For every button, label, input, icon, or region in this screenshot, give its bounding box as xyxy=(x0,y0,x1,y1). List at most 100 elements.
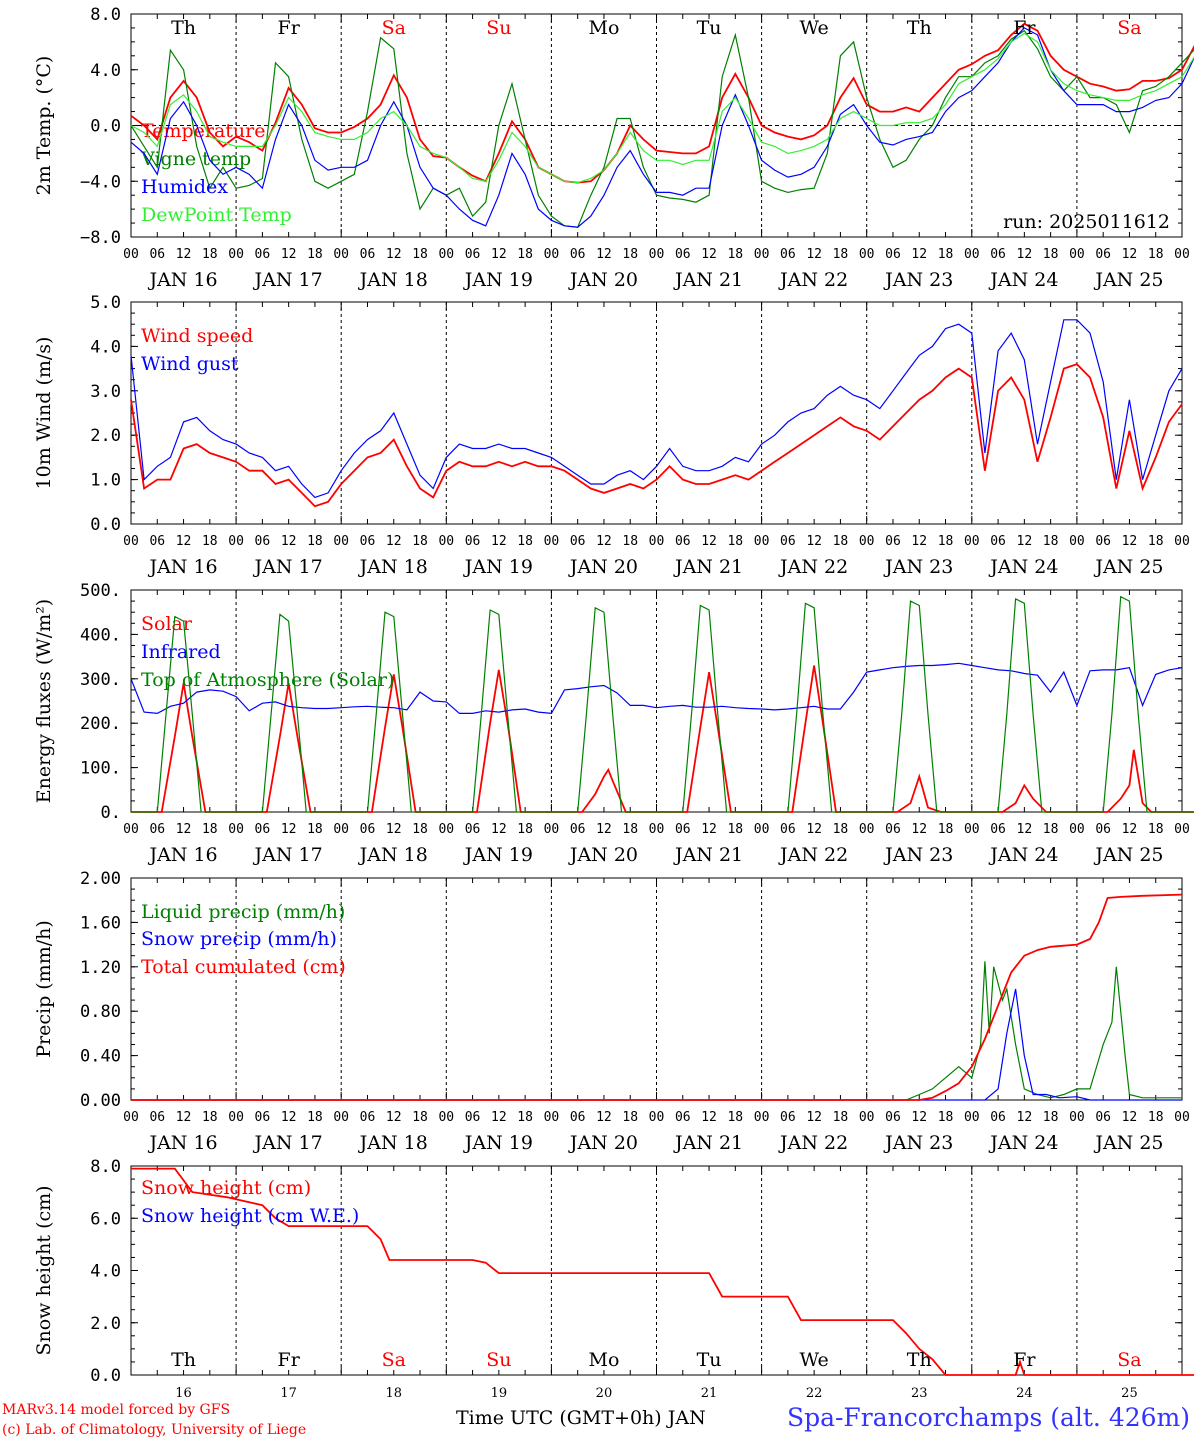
hour-tick-label: 18 xyxy=(727,1110,743,1125)
day-number-label: 22 xyxy=(806,1386,823,1401)
hour-tick-label: 06 xyxy=(780,822,796,837)
hour-tick-label: 12 xyxy=(1017,1110,1033,1125)
legend-entry: Liquid precip (mm/h) xyxy=(141,901,345,923)
date-label: JAN 20 xyxy=(568,844,638,866)
hour-tick-label: 12 xyxy=(1017,247,1033,262)
hour-tick-label: 18 xyxy=(1148,1110,1164,1125)
hour-tick-label: 06 xyxy=(885,534,901,549)
date-label: JAN 25 xyxy=(1093,844,1163,866)
hour-tick-label: 18 xyxy=(307,534,323,549)
weekday-label: Sa xyxy=(1117,1349,1141,1371)
hour-tick-label: 06 xyxy=(1095,247,1111,262)
hour-tick-label: 12 xyxy=(1122,247,1138,262)
hour-tick-label: 18 xyxy=(517,1110,533,1125)
hour-tick-label: 18 xyxy=(307,247,323,262)
hour-tick-label: 18 xyxy=(1043,247,1059,262)
legend-entry: Snow precip (mm/h) xyxy=(141,928,337,950)
date-label: JAN 24 xyxy=(988,556,1058,578)
hour-tick-label: 00 xyxy=(333,1110,349,1125)
hour-tick-label: 06 xyxy=(990,822,1006,837)
weekday-label: Tu xyxy=(697,1349,722,1371)
hour-tick-label: 12 xyxy=(176,822,192,837)
y-tick-label: 1.60 xyxy=(80,913,121,933)
date-label: JAN 18 xyxy=(358,1132,428,1154)
y-tick-label: 0.0 xyxy=(90,117,121,137)
y-axis-label: Energy fluxes (W/m²) xyxy=(33,599,55,803)
date-label: JAN 21 xyxy=(673,556,743,578)
hour-tick-label: 12 xyxy=(176,534,192,549)
hour-tick-label: 06 xyxy=(465,1110,481,1125)
hour-tick-label: 00 xyxy=(649,247,665,262)
hour-tick-label: 00 xyxy=(544,247,560,262)
hour-tick-label: 18 xyxy=(833,822,849,837)
date-label: JAN 17 xyxy=(253,269,323,291)
hour-tick-label: 06 xyxy=(675,247,691,262)
x-axis-title: Time UTC (GMT+0h) JAN xyxy=(456,1407,706,1429)
date-label: JAN 22 xyxy=(778,1132,848,1154)
date-label: JAN 22 xyxy=(778,556,848,578)
hour-tick-label: 12 xyxy=(596,822,612,837)
hour-tick-label: 18 xyxy=(938,534,954,549)
hour-tick-label: 18 xyxy=(727,534,743,549)
date-label: JAN 19 xyxy=(463,269,533,291)
hour-tick-label: 12 xyxy=(281,1110,297,1125)
y-tick-label: 5.0 xyxy=(90,293,121,313)
hour-tick-label: 12 xyxy=(281,247,297,262)
hour-tick-label: 00 xyxy=(123,534,139,549)
hour-tick-label: 00 xyxy=(754,534,770,549)
y-tick-label: 0. xyxy=(101,803,121,823)
series-line-total-cumulated-cm- xyxy=(131,893,1183,1101)
hour-tick-label: 18 xyxy=(202,247,218,262)
hour-tick-label: 00 xyxy=(333,534,349,549)
hour-tick-label: 06 xyxy=(1095,534,1111,549)
weekday-label: Su xyxy=(486,1349,511,1371)
day-number-label: 19 xyxy=(491,1386,508,1401)
date-label: JAN 25 xyxy=(1093,556,1163,578)
run-label: run: 2025011612 xyxy=(1003,211,1170,233)
legend-entry: Wind gust xyxy=(141,353,239,375)
chart-panel-4: 2.00 1.60 1.20 0.80 0.40 0.00 Precip (mm/h) Liq… xyxy=(33,869,1190,1154)
footer-lab: (c) Lab. of Climatology, University of L… xyxy=(2,1422,306,1438)
date-label: JAN 17 xyxy=(253,844,323,866)
weekday-label: We xyxy=(800,1349,829,1371)
hour-tick-label: 00 xyxy=(438,534,454,549)
weekday-label: Sa xyxy=(382,1349,406,1371)
hour-tick-label: 00 xyxy=(1069,534,1085,549)
hour-tick-label: 06 xyxy=(885,1110,901,1125)
hour-tick-label: 06 xyxy=(675,534,691,549)
y-tick-label: 8.0 xyxy=(90,5,121,25)
hour-tick-label: 00 xyxy=(333,247,349,262)
hour-tick-label: 06 xyxy=(1095,1110,1111,1125)
y-tick-label: 4.0 xyxy=(90,61,121,81)
chart-panel-2: 5.0 4.0 3.0 2.0 1.0 0.0 10m Wind (m/s) Wind spe… xyxy=(33,293,1190,578)
y-tick-label: 0.0 xyxy=(90,515,121,535)
legend-entry: DewPoint Temp xyxy=(141,204,292,226)
hour-tick-label: 18 xyxy=(412,534,428,549)
y-tick-label: 8.0 xyxy=(90,1157,121,1177)
hour-tick-label: 12 xyxy=(596,534,612,549)
hour-tick-label: 00 xyxy=(859,534,875,549)
hour-tick-label: 12 xyxy=(1017,534,1033,549)
hour-tick-label: 00 xyxy=(754,1110,770,1125)
hour-tick-label: 06 xyxy=(570,1110,586,1125)
y-tick-label: 3.0 xyxy=(90,382,121,402)
hour-tick-label: 00 xyxy=(1174,822,1190,837)
weekday-label: Fr xyxy=(278,1349,301,1371)
hour-tick-label: 18 xyxy=(727,247,743,262)
hour-tick-label: 00 xyxy=(228,247,244,262)
date-label: JAN 19 xyxy=(463,844,533,866)
y-tick-label: 200. xyxy=(80,714,121,734)
hour-tick-label: 00 xyxy=(438,822,454,837)
day-number-label: 25 xyxy=(1121,1386,1138,1401)
hour-tick-label: 18 xyxy=(517,534,533,549)
hour-tick-label: 00 xyxy=(859,822,875,837)
series-line-top-of-atmosphere-solar- xyxy=(131,595,1194,813)
date-label: JAN 24 xyxy=(988,269,1058,291)
date-label: JAN 20 xyxy=(568,556,638,578)
hour-tick-label: 18 xyxy=(202,534,218,549)
hour-tick-label: 00 xyxy=(754,822,770,837)
series-line-wind-speed xyxy=(130,363,1183,508)
hour-tick-label: 06 xyxy=(990,1110,1006,1125)
hour-tick-label: 00 xyxy=(964,822,980,837)
hour-tick-label: 12 xyxy=(911,822,927,837)
